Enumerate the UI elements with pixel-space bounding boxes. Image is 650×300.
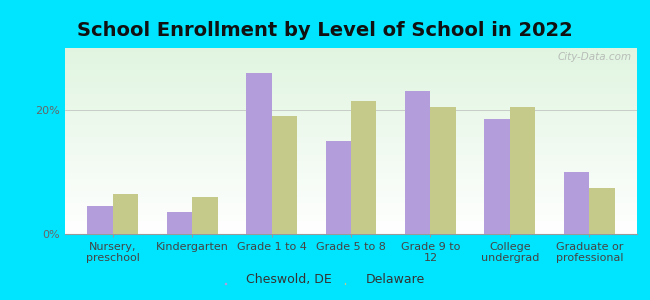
Bar (112, 194, 138, 234)
Bar (430, 107, 456, 234)
Text: City-Data.com: City-Data.com (557, 52, 631, 62)
Bar (192, 197, 218, 234)
Bar (87, 206, 112, 234)
Text: School Enrollment by Level of School in 2022: School Enrollment by Level of School in … (77, 21, 573, 40)
Bar (326, 141, 351, 234)
Bar (246, 73, 272, 234)
Bar (166, 212, 192, 234)
Bar (351, 101, 376, 234)
Bar (590, 188, 615, 234)
Bar (510, 107, 536, 234)
Bar (484, 119, 510, 234)
Legend: Cheswold, DE, Delaware: Cheswold, DE, Delaware (220, 268, 430, 291)
Bar (272, 116, 297, 234)
Bar (564, 172, 590, 234)
Bar (405, 92, 430, 234)
